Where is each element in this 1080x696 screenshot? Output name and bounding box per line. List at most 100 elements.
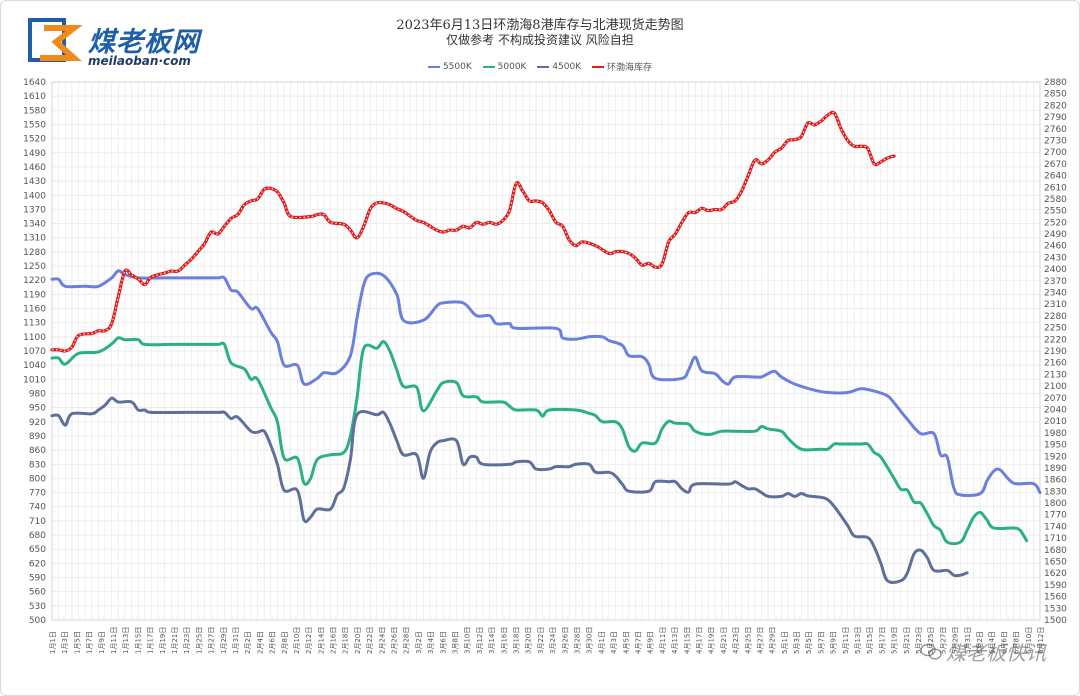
x-tick-label: 5月11日 [842, 627, 850, 654]
y-left-tick-label: 1520 [23, 135, 46, 145]
x-tick-label: 1月17日 [147, 627, 155, 654]
x-tick-label: 1月31日 [232, 627, 240, 654]
x-tick-label: 5月27日 [939, 627, 947, 654]
x-tick-label: 3月18日 [513, 627, 521, 654]
legend-swatch [427, 65, 440, 68]
y-right-tick-label: 1620 [1044, 569, 1067, 579]
brand-logo: 煤老板网 meilaoban·com [26, 14, 256, 70]
y-right-tick-label: 2430 [1044, 253, 1067, 263]
legend-swatch [482, 65, 495, 68]
x-tick-label: 3月10日 [464, 627, 472, 654]
y-right-tick-label: 2400 [1044, 265, 1067, 275]
x-tick-label: 3月24日 [549, 627, 557, 654]
x-tick-label: 3月14日 [488, 627, 496, 654]
x-tick-label: 1月23日 [183, 627, 191, 654]
x-tick-label: 2月8日 [281, 631, 289, 654]
x-tick-label: 5月1日 [781, 631, 789, 654]
y-left-tick-label: 530 [29, 602, 46, 612]
x-tick-label: 5月31日 [964, 627, 972, 654]
series-line-inventory [50, 110, 896, 353]
x-tick-label: 2月26日 [391, 627, 399, 654]
x-tick-label: 2月10日 [293, 627, 301, 654]
legend-item-inventory[interactable]: 环渤海库存 [592, 60, 652, 73]
y-right-tick-label: 2220 [1044, 335, 1067, 345]
y-left-tick-label: 1490 [23, 149, 46, 159]
x-tick-label: 1月19日 [159, 627, 167, 654]
y-left-tick-label: 830 [29, 460, 46, 470]
y-right-tick-label: 2850 [1044, 90, 1067, 100]
y-left-tick-label: 1340 [23, 220, 46, 230]
x-tick-label: 2月4日 [256, 631, 264, 654]
y-right-tick-label: 2340 [1044, 289, 1067, 299]
y-right-tick-label: 2880 [1044, 78, 1067, 88]
x-tick-label: 3月6日 [439, 631, 447, 654]
x-tick-label: 2月14日 [317, 627, 325, 654]
y-right-tick-label: 1860 [1044, 476, 1067, 486]
x-tick-label: 5月21日 [903, 627, 911, 654]
chart-subtitle: 仅做参考 不构成投资建议 风险自担 [446, 33, 634, 47]
y-right-tick-label: 2760 [1044, 125, 1067, 135]
y-right-tick-label: 1710 [1044, 534, 1067, 544]
series-line-5000k [50, 336, 1029, 546]
legend-label: 环渤海库存 [607, 63, 653, 73]
y-right-tick-label: 1890 [1044, 464, 1067, 474]
legend-item-5000k[interactable]: 5000K [482, 62, 526, 72]
x-tick-label: 1月29日 [220, 627, 228, 654]
x-tick-label: 2月20日 [354, 627, 362, 654]
y-right-tick-label: 2670 [1044, 160, 1067, 170]
y-right-tick-label: 2130 [1044, 370, 1067, 380]
y-right-tick-label: 1770 [1044, 511, 1067, 521]
x-tick-label: 2月6日 [269, 631, 277, 654]
y-left-tick-label: 1580 [23, 106, 46, 116]
y-left-tick-label: 920 [29, 418, 46, 428]
x-tick-label: 2月18日 [342, 627, 350, 654]
y-left-tick-label: 800 [29, 474, 46, 484]
legend-swatch [537, 65, 550, 68]
legend-swatch [592, 65, 605, 68]
y-right-tick-label: 2700 [1044, 148, 1067, 158]
y-right-tick-label: 2280 [1044, 312, 1067, 322]
y-right-tick-label: 1980 [1044, 429, 1067, 439]
x-tick-label: 1月9日 [98, 631, 106, 654]
x-tick-label: 1月3日 [61, 631, 69, 654]
x-tick-label: 1月5日 [73, 631, 81, 654]
x-tick-label: 1月25日 [195, 627, 203, 654]
y-left-tick-label: 1100 [23, 333, 46, 343]
y-left-tick-label: 1130 [23, 319, 46, 329]
y-left-tick-label: 590 [29, 574, 46, 584]
x-tick-label: 3月8日 [452, 631, 460, 654]
y-right-tick-label: 2460 [1044, 242, 1067, 252]
x-tick-label: 4月7日 [634, 631, 642, 654]
x-tick-label: 4月25日 [744, 627, 752, 654]
watermark: 煤老板快讯 [920, 637, 1046, 666]
y-right-tick-label: 1530 [1044, 604, 1067, 614]
y-left-tick-label: 1250 [23, 262, 46, 272]
y-left-tick-label: 1160 [23, 305, 46, 315]
x-tick-label: 4月13日 [671, 627, 679, 654]
y-left-tick-label: 890 [29, 432, 46, 442]
y-right-tick-label: 1590 [1044, 581, 1067, 591]
series-line-5500k [50, 269, 1042, 498]
y-left-tick-label: 950 [29, 404, 46, 414]
y-right-tick-label: 1680 [1044, 546, 1067, 556]
x-tick-label: 4月21日 [720, 627, 728, 654]
series-line-4500k [50, 396, 969, 584]
x-tick-label: 6月8日 [1013, 631, 1021, 654]
y-right-tick-label: 1800 [1044, 499, 1067, 509]
y-left-tick-label: 1220 [23, 276, 46, 286]
brand-name: 煤老板网 [88, 27, 200, 58]
y-left-tick-label: 680 [29, 531, 46, 541]
x-tick-label: 2月22日 [366, 627, 374, 654]
x-tick-label: 1月1日 [49, 631, 57, 654]
y-right-tick-label: 2610 [1044, 183, 1067, 193]
x-tick-label: 5月9日 [830, 631, 838, 654]
legend-item-5500k[interactable]: 5500K [427, 62, 472, 72]
x-tick-label: 1月27日 [208, 627, 216, 654]
x-tick-label: 4月15日 [683, 627, 691, 654]
y-left-tick-label: 1040 [23, 361, 46, 371]
legend-item-4500k[interactable]: 4500K [537, 62, 581, 72]
x-tick-label: 5月13日 [854, 627, 862, 654]
x-tick-label: 6月4日 [988, 631, 996, 654]
x-tick-label: 4月5日 [622, 631, 630, 654]
